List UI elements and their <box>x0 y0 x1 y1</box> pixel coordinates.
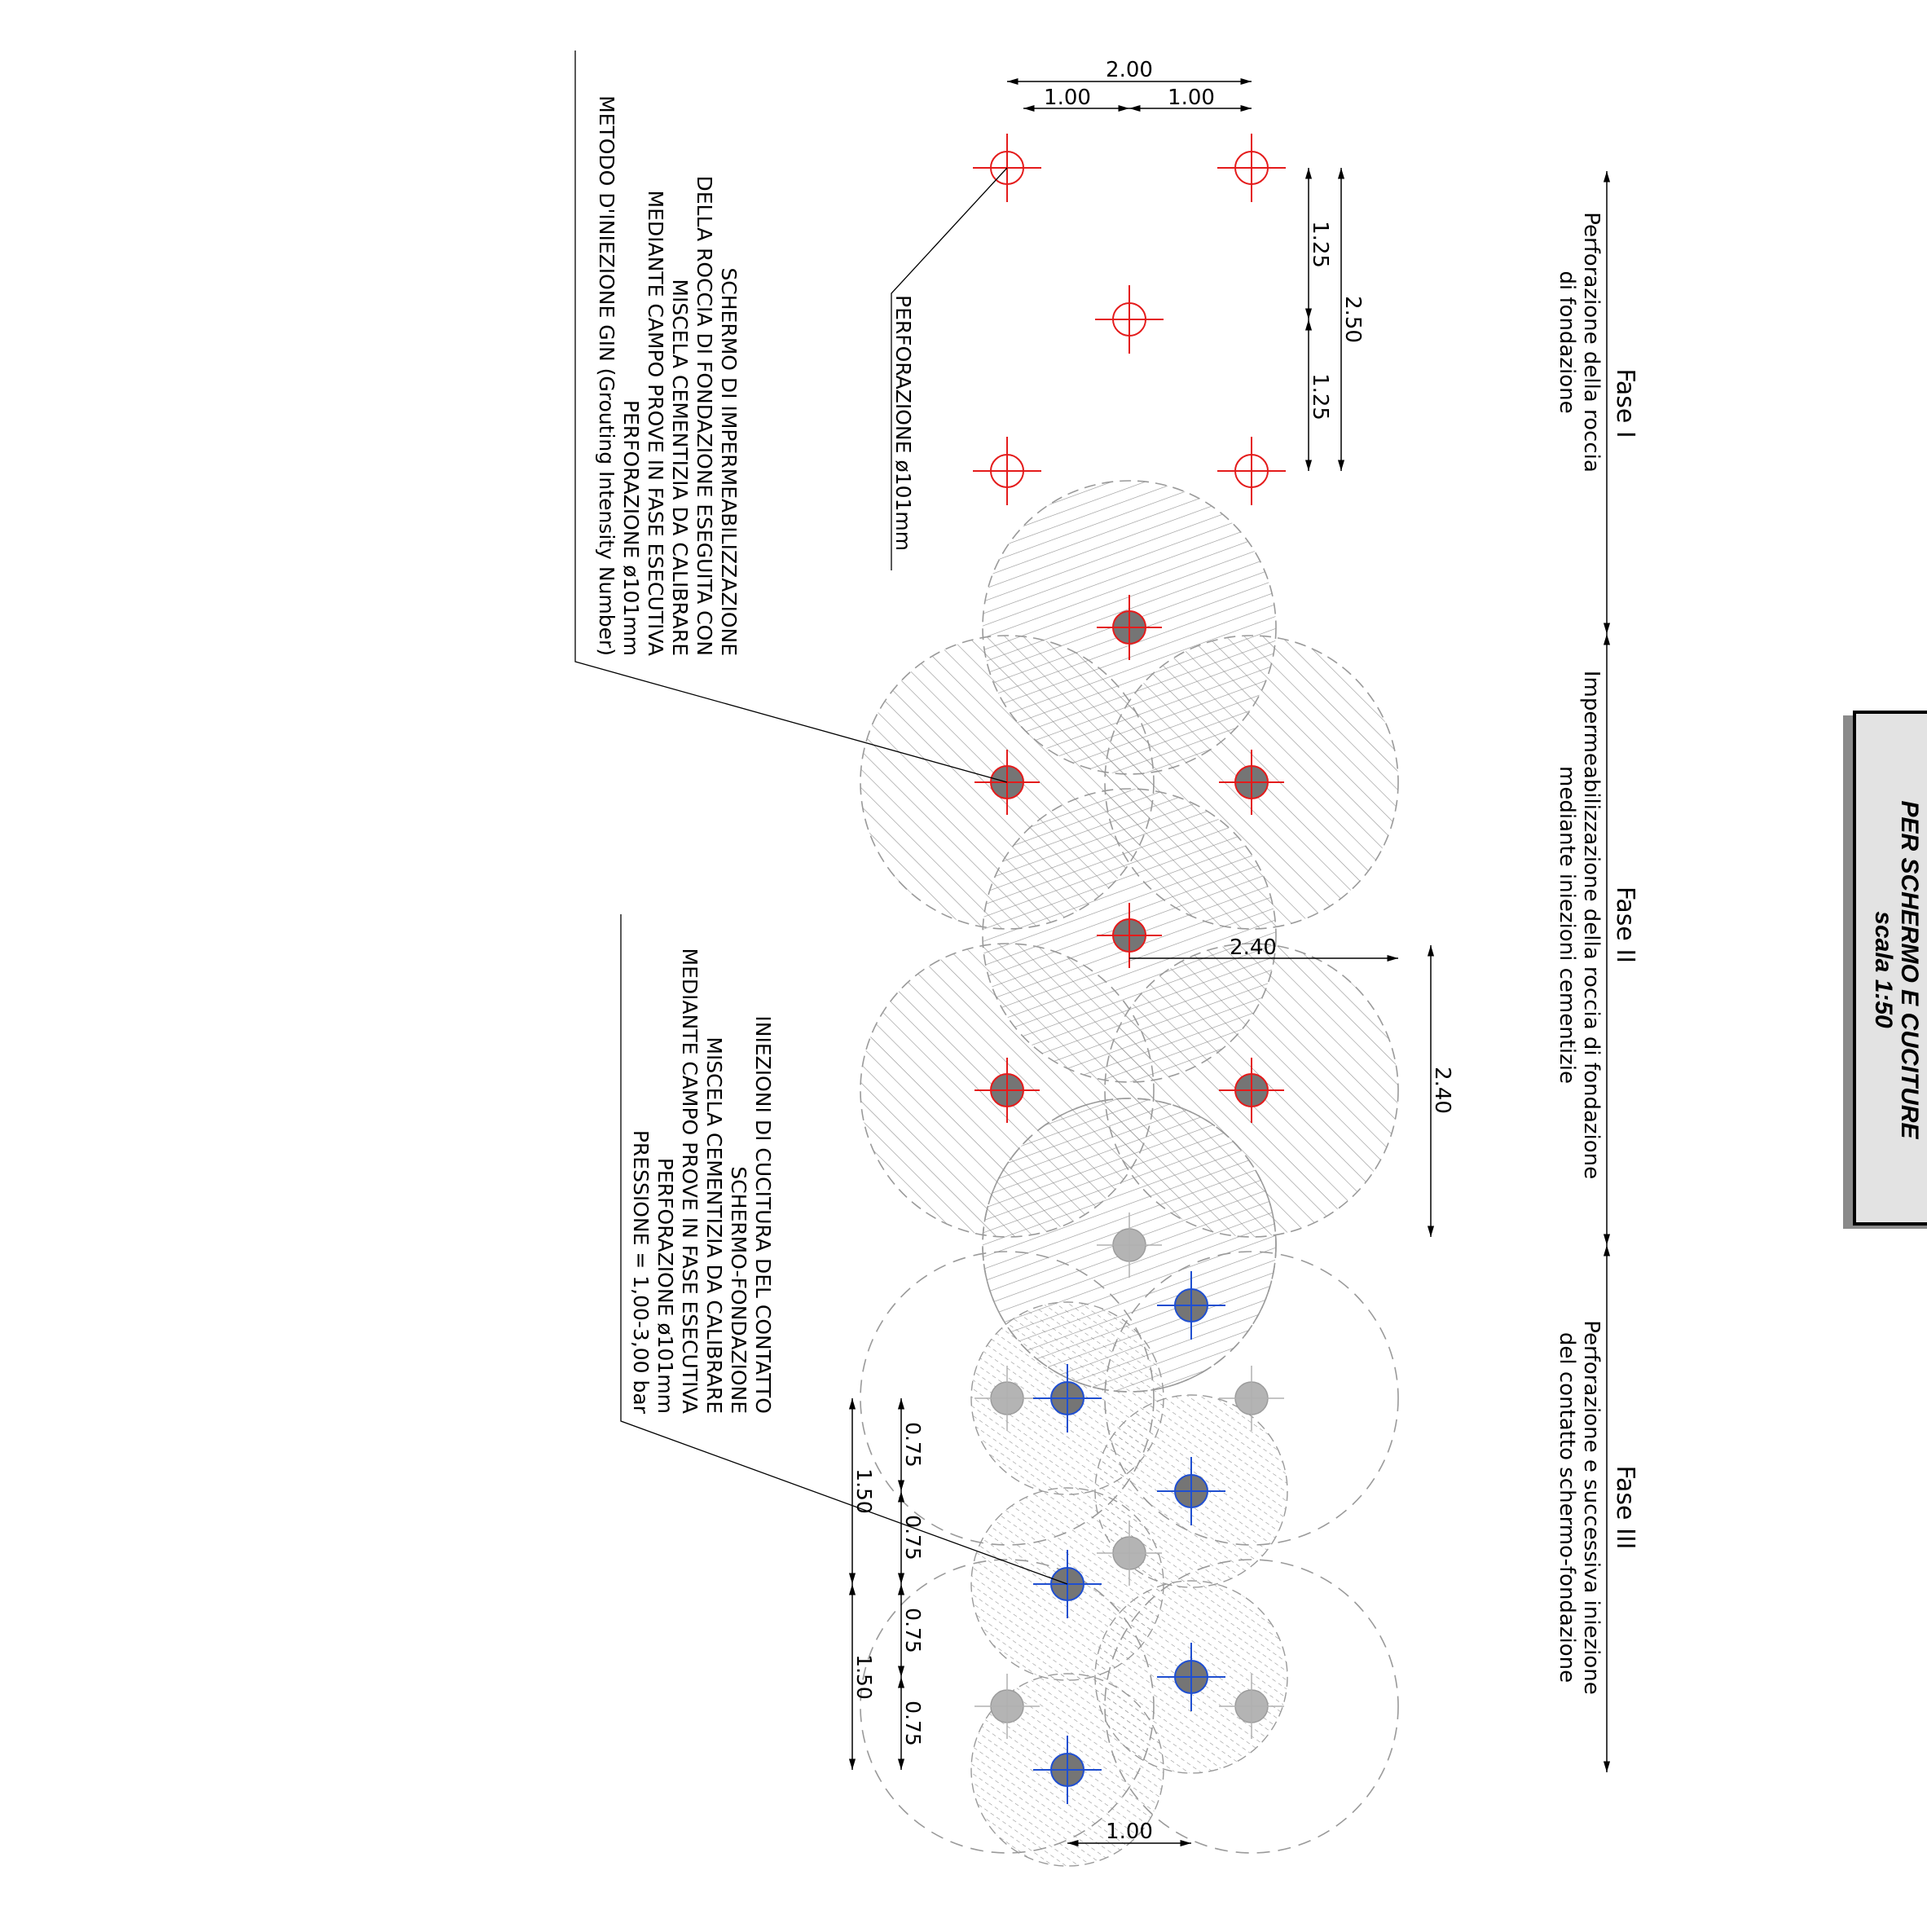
leader-cucitura <box>620 914 1068 1585</box>
phase-1-label: Fase I Perforazione della roccia di fond… <box>1555 212 1639 473</box>
note-line: SCHERMO-FONDAZIONE <box>727 1166 750 1414</box>
existing-hole <box>1097 1212 1162 1278</box>
title-block: PER SCHERMO E CUCITURE scala 1:50 <box>1843 711 1927 1229</box>
dim-phase1-half-a: 1.25 <box>1308 221 1332 268</box>
note-perforazione: PERFORAZIONE ø101mm <box>891 295 915 551</box>
dim-phase3-e: 1.50 <box>852 1468 876 1514</box>
grout-hole <box>1097 903 1162 968</box>
dim-phase3-bottom: 1.00 <box>1106 1820 1153 1844</box>
dim-phase3-c: 0.75 <box>901 1608 925 1653</box>
dimensions-phase3 <box>848 1398 1191 1847</box>
note-line: MEDIANTE CAMPO PROVE IN FASE ESECUTIVA <box>678 948 702 1414</box>
dim-phase2-radius: 2.40 <box>1230 935 1277 960</box>
grout-hole <box>1097 595 1162 660</box>
phase-1-title: Fase I <box>1611 368 1639 438</box>
dim-top-total: 2.00 <box>1106 58 1153 82</box>
reference-zone <box>1104 1251 1399 1546</box>
dim-phase3-a: 0.75 <box>901 1422 925 1468</box>
phase-3-holes <box>974 1212 1284 1804</box>
note-line: MISCELA CEMENTIZIA DA CALIBRARE <box>668 279 692 656</box>
note-line: SCHERMO DI IMPERMEABILIZZAZIONE <box>717 267 741 656</box>
existing-hole <box>974 1366 1040 1431</box>
note-line: PERFORAZIONE ø101mm <box>619 400 643 656</box>
title-line1: PER SCHERMO E CUCITURE <box>1896 800 1923 1139</box>
phase-2-title: Fase II <box>1611 887 1639 963</box>
perforation-hole <box>1217 437 1286 505</box>
existing-hole <box>974 1674 1040 1739</box>
dim-phase3-d: 0.75 <box>901 1701 925 1746</box>
cucitura-hole <box>1157 1643 1225 1711</box>
phase-2-holes <box>974 595 1284 1123</box>
grout-hole <box>1219 1058 1284 1123</box>
leader-perforazione <box>891 167 1008 570</box>
dim-top-right: 1.00 <box>1168 86 1215 110</box>
dim-top-left: 1.00 <box>1044 86 1091 110</box>
dimensions-phase2 <box>1129 945 1435 1237</box>
note-line: DELLA ROCCIA DI FONDAZIONE ESEGUITA CON <box>693 176 716 657</box>
existing-hole <box>1219 1366 1284 1431</box>
perforation-hole <box>1217 134 1286 202</box>
note-line: METODO D'INIEZIONE GIN (Grouting Intensi… <box>595 95 618 656</box>
dim-phase2-spacing: 2.40 <box>1430 1067 1454 1114</box>
note-line: PERFORAZIONE ø101mm <box>653 1158 677 1414</box>
phase-3-title: Fase III <box>1611 1465 1639 1549</box>
dim-phase1-total: 2.50 <box>1340 296 1365 343</box>
title-line2: scala 1:50 <box>1870 911 1897 1028</box>
note-line: PRESSIONE = 1,00-3,00 bar <box>629 1130 653 1415</box>
dimensions-top <box>1007 77 1252 112</box>
note-cucitura: INIEZIONI DI CUCITURA DEL CONTATTOSCHERM… <box>629 948 775 1415</box>
phase-3-line2: del contatto schermo-fondazione <box>1555 1332 1579 1683</box>
reference-zone <box>982 1098 1277 1393</box>
dimensions-phase1 <box>1304 168 1345 471</box>
note-line: INIEZIONI DI CUCITURA DEL CONTATTO <box>751 1015 775 1414</box>
grout-hole <box>974 1058 1040 1123</box>
phase-3-line1: Perforazione e successiva iniezione <box>1579 1320 1604 1695</box>
cucitura-hole <box>1033 1364 1102 1432</box>
phase-2-line1: Impermeabilizzazione della roccia di fon… <box>1579 671 1604 1179</box>
cucitura-hole <box>1157 1271 1225 1340</box>
phase-3-label: Fase III Perforazione e successiva iniez… <box>1555 1320 1639 1695</box>
phase-1-line2: di fondazione <box>1555 271 1579 413</box>
phase-2-line2: mediante iniezioni cementizie <box>1555 766 1579 1084</box>
existing-hole <box>1219 1674 1284 1739</box>
dim-phase3-b: 0.75 <box>901 1515 925 1560</box>
dim-phase1-half-b: 1.25 <box>1308 373 1332 420</box>
cucitura-hole <box>1033 1736 1102 1804</box>
grout-hole <box>1219 750 1284 815</box>
perforation-hole <box>973 437 1041 505</box>
dim-phase3-f: 1.50 <box>852 1654 876 1700</box>
phase-2-label: Fase II Impermeabilizzazione della rocci… <box>1555 671 1639 1179</box>
perforation-hole <box>1095 285 1164 354</box>
leader-schermo <box>574 51 1008 783</box>
existing-hole <box>1097 1521 1162 1586</box>
note-line: MISCELA CEMENTIZIA DA CALIBRARE <box>702 1036 726 1414</box>
cucitura-hole <box>1157 1457 1225 1525</box>
phase-1-line1: Perforazione della roccia <box>1579 212 1604 473</box>
note-line: MEDIANTE CAMPO PROVE IN FASE ESECUTIVA <box>644 191 667 656</box>
phase-1-perforations <box>973 134 1286 505</box>
